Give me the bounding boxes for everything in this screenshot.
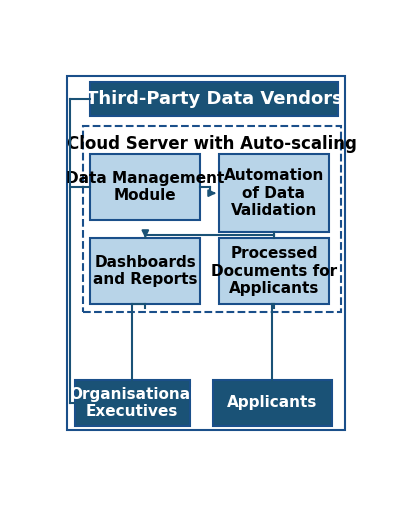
Bar	[90, 83, 338, 116]
Text: Cloud Server with Auto-scaling: Cloud Server with Auto-scaling	[67, 135, 357, 153]
Bar	[219, 238, 329, 304]
Text: Data Management
Module: Data Management Module	[66, 171, 224, 203]
Text: Automation
of Data
Validation: Automation of Data Validation	[224, 168, 324, 218]
Bar	[90, 154, 200, 220]
Text: Processed
Documents for
Applicants: Processed Documents for Applicants	[211, 246, 337, 296]
Bar	[67, 76, 344, 430]
Text: Organisational
Executives: Organisational Executives	[69, 387, 195, 419]
Text: Applicants: Applicants	[227, 395, 318, 411]
Bar	[219, 154, 329, 232]
Bar	[75, 380, 190, 426]
Bar	[213, 380, 332, 426]
Bar	[90, 238, 200, 304]
Text: Third-Party Data Vendors: Third-Party Data Vendors	[86, 90, 343, 108]
Bar	[82, 126, 341, 312]
Text: Dashboards
and Reports: Dashboards and Reports	[93, 255, 198, 288]
